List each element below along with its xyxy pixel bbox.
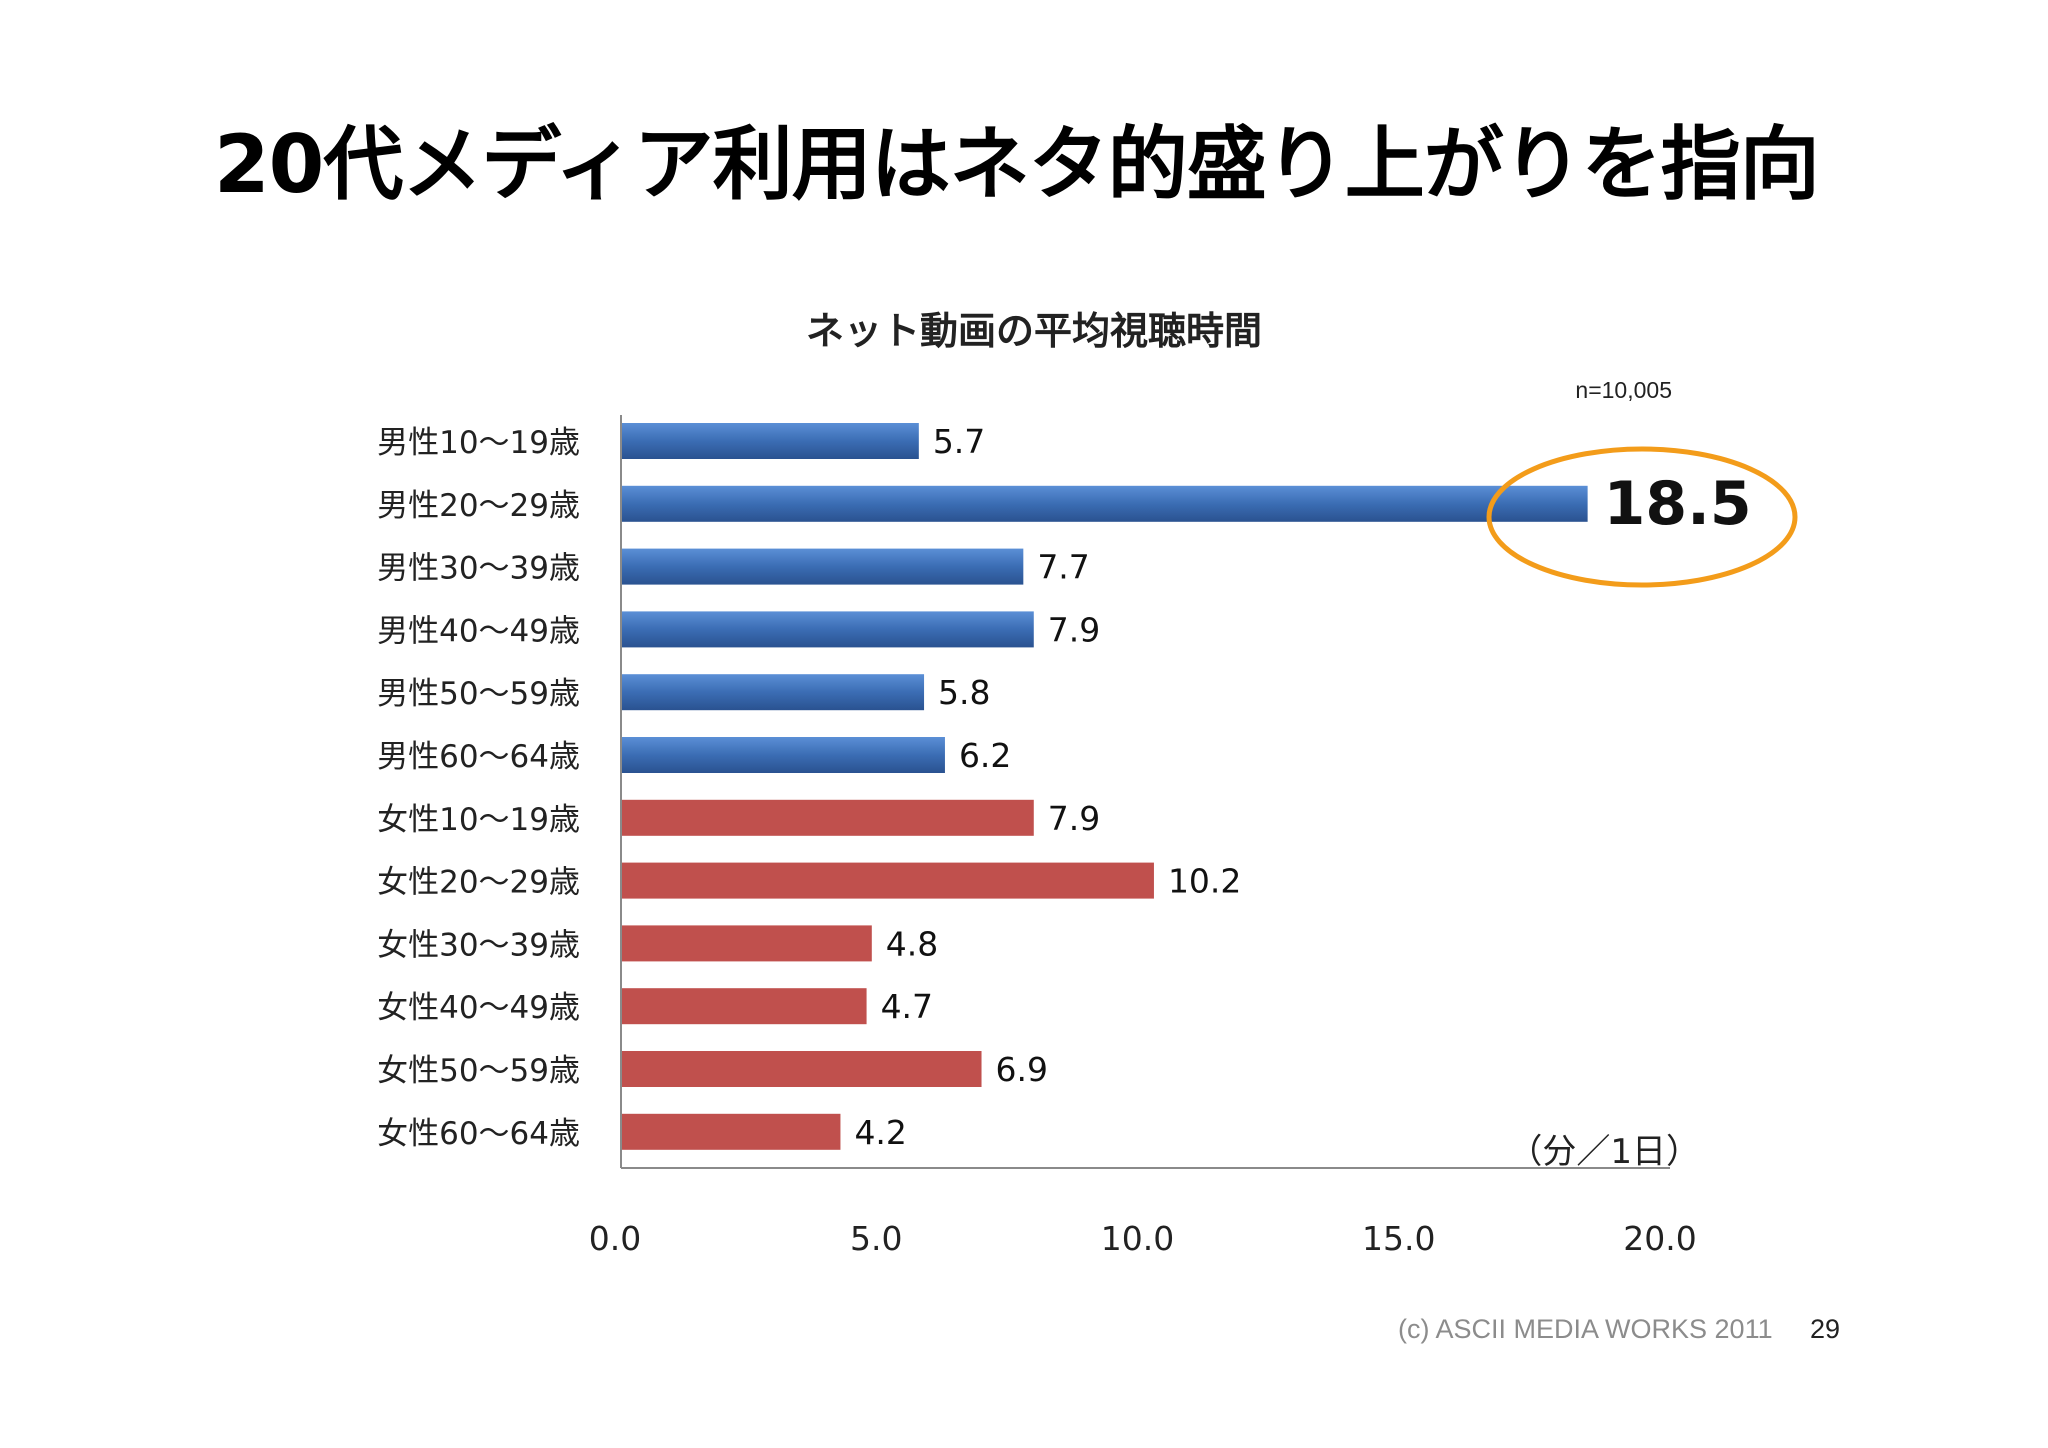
copyright-text: (c) ASCII MEDIA WORKS 2011 xyxy=(1398,1314,1773,1344)
bar xyxy=(621,485,1588,522)
x-tick-label: 5.0 xyxy=(850,1219,902,1258)
x-tick-label: 20.0 xyxy=(1623,1219,1696,1258)
category-label: 女性30～39歳 xyxy=(377,927,580,963)
data-label: 7.7 xyxy=(1037,548,1089,587)
bar xyxy=(621,1051,982,1087)
data-label: 7.9 xyxy=(1048,610,1100,649)
data-label: 6.2 xyxy=(959,736,1011,775)
category-label: 男性20～29歳 xyxy=(377,488,580,524)
category-label: 女性10～19歳 xyxy=(377,802,580,838)
bar xyxy=(621,1113,841,1150)
category-label: 女性40～49歳 xyxy=(377,990,580,1026)
bar xyxy=(621,799,1034,836)
bar xyxy=(621,988,867,1025)
category-label: 女性20～29歳 xyxy=(377,865,580,901)
category-label: 男性30～39歳 xyxy=(377,551,580,587)
data-label: 6.9 xyxy=(996,1050,1048,1089)
bar xyxy=(621,611,1034,648)
category-label: 女性60～64歳 xyxy=(377,1116,580,1152)
category-label: 男性50～59歳 xyxy=(377,676,580,712)
category-label: 男性60～64歳 xyxy=(377,739,580,775)
category-label: 男性40～49歳 xyxy=(377,613,580,649)
highlight-ellipse xyxy=(1486,446,1798,588)
x-tick-label: 10.0 xyxy=(1101,1219,1174,1258)
category-label: 女性50～59歳 xyxy=(377,1053,580,1089)
bar xyxy=(621,925,872,962)
data-label: 7.9 xyxy=(1048,799,1100,838)
bar xyxy=(621,737,945,773)
category-label: 男性10～19歳 xyxy=(377,425,580,461)
chart-title: ネット動画の平均視聴時間 xyxy=(805,309,1262,353)
bar xyxy=(621,548,1024,585)
data-label: 4.2 xyxy=(854,1113,906,1152)
data-label: 5.7 xyxy=(933,422,985,461)
sample-size-label: n=10,005 xyxy=(1575,377,1672,403)
data-label: 18.5 xyxy=(1604,469,1752,539)
data-label: 10.2 xyxy=(1168,862,1241,901)
bar xyxy=(621,862,1154,899)
data-label: 4.7 xyxy=(881,987,933,1026)
bar xyxy=(621,423,919,459)
unit-label: （分／1日） xyxy=(1508,1132,1700,1172)
page-number: 29 xyxy=(1810,1314,1841,1344)
slide-title: 20代メディア利用はネタ的盛り上がりを指向 xyxy=(214,118,1820,211)
data-label: 5.8 xyxy=(938,673,990,712)
data-label: 4.8 xyxy=(886,924,938,963)
bar xyxy=(621,674,925,711)
x-tick-label: 0.0 xyxy=(589,1219,641,1258)
x-tick-label: 15.0 xyxy=(1362,1219,1435,1258)
